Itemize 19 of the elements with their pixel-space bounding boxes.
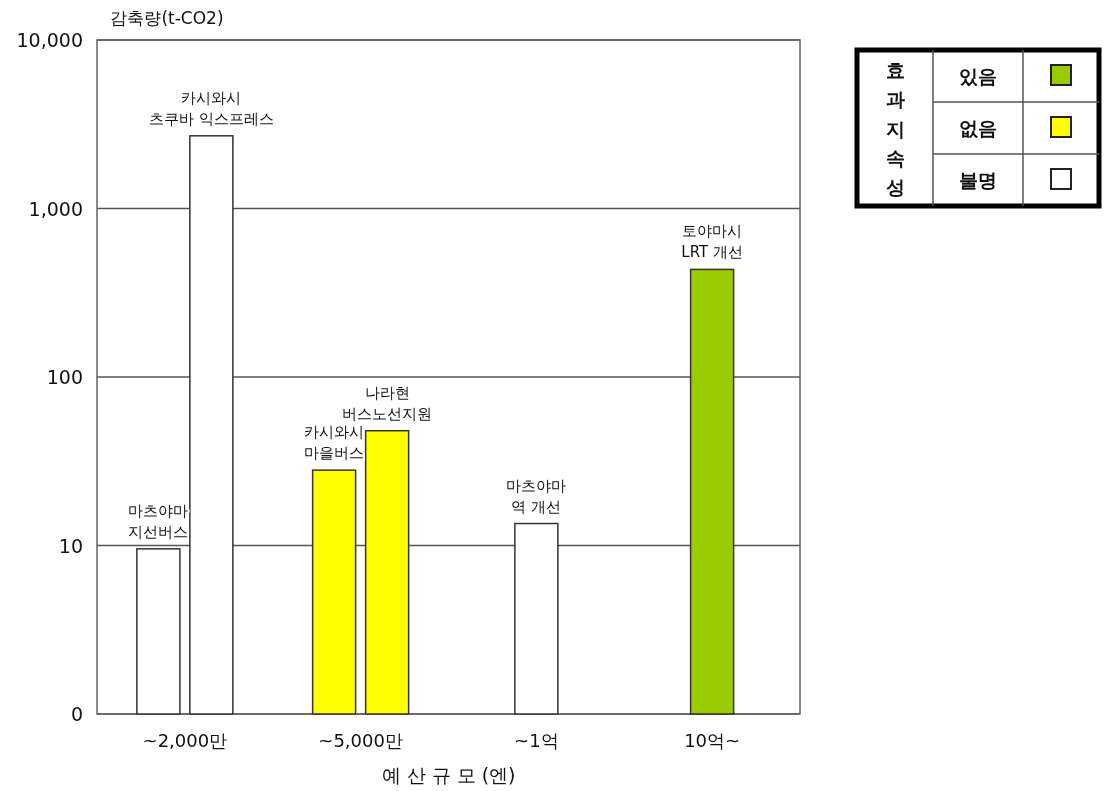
- y-axis-title: 감축량(t-CO2): [110, 8, 224, 28]
- x-axis-title: 예 산 규 모 (엔): [381, 764, 516, 786]
- y-tick-label: 10,000: [16, 29, 83, 51]
- x-tick-label: ~2,000만: [142, 730, 228, 751]
- legend-title: 효과지속성: [885, 58, 905, 199]
- x-tick-label: ~1억: [514, 730, 559, 751]
- annotation: 토야마시 LRT 개선: [681, 222, 743, 262]
- y-tick-label: 100: [46, 366, 83, 388]
- y-tick-label: 10: [58, 534, 83, 557]
- x-tick-label: ~5,000만: [318, 730, 403, 751]
- annotation: 나라현 버스노선지원: [342, 383, 433, 423]
- annotation: 카시와시 츠쿠바 익스프레스: [148, 88, 274, 128]
- x-tick-label: 10억~: [684, 730, 741, 751]
- y-tick-label: 1,000: [28, 197, 83, 220]
- annotation: 마츠야마 지선버스: [128, 501, 189, 541]
- y-tick-label: 0: [70, 703, 83, 725]
- legend: 효과지속성 있음 없음 불명: [854, 47, 1102, 209]
- annotation: 마츠야마 역 개선: [506, 476, 567, 516]
- annotation: 카시와시 마을버스: [304, 423, 365, 463]
